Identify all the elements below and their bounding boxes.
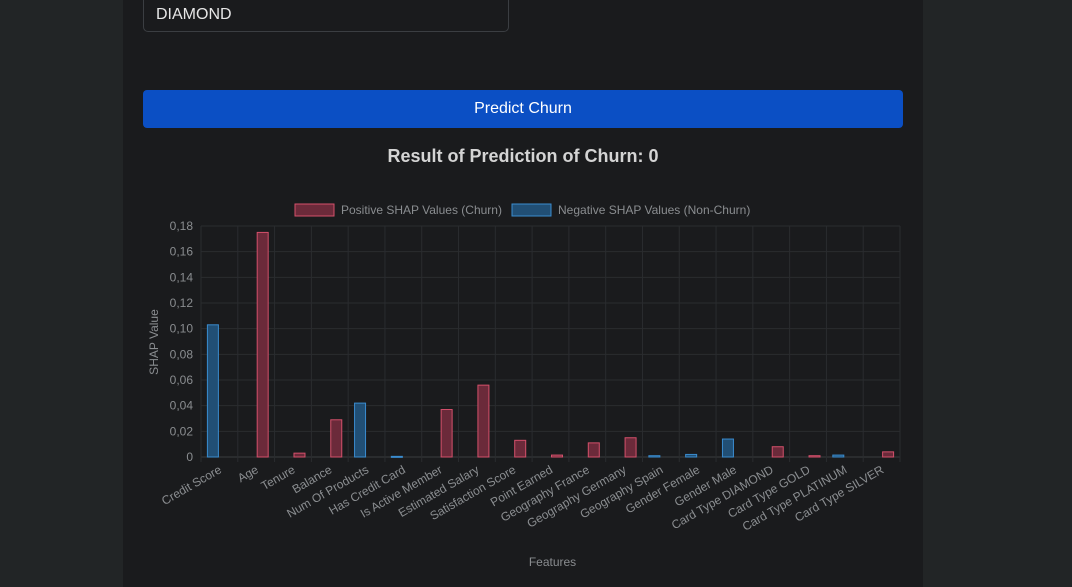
y-tick-label: 0,08	[170, 347, 194, 361]
y-tick-label: 0,06	[170, 373, 194, 387]
y-tick-label: 0	[186, 450, 193, 464]
y-tick-label: 0,02	[170, 424, 194, 438]
bar-negative	[206, 324, 219, 458]
y-tick-label: 0,14	[170, 270, 194, 284]
bar-positive	[771, 446, 784, 458]
shap-bar-chart: 0 0,02 0,04 0,06 0,08 0,10 0,12 0,14 0,16 0,18 Cre…	[147, 203, 901, 569]
bar-positive	[440, 409, 453, 458]
bar-negative	[390, 455, 403, 458]
bar-negative	[648, 455, 661, 458]
legend-swatch-negative	[511, 203, 552, 217]
legend-label-negative: Negative SHAP Values (Non-Churn)	[558, 203, 750, 217]
x-tick-label: Age	[235, 462, 261, 485]
y-tick-label: 0,16	[170, 245, 194, 259]
card-type-select-value: DIAMOND	[156, 6, 232, 23]
y-tick-label: 0,12	[170, 296, 194, 310]
y-tick-label: 0,10	[170, 322, 194, 336]
y-axis-title: SHAP Value	[147, 309, 161, 375]
y-tick-label: 0,04	[170, 399, 194, 413]
bar-positive	[477, 384, 490, 458]
bar-positive	[808, 455, 821, 458]
bar-positive	[256, 231, 269, 458]
legend-label-positive: Positive SHAP Values (Churn)	[341, 203, 502, 217]
bar-positive	[624, 437, 637, 458]
bar-positive	[882, 451, 895, 458]
bar-positive	[551, 454, 563, 458]
y-tick-label: 0,18	[170, 219, 194, 233]
x-tick-label: Credit Score	[159, 462, 224, 508]
prediction-result-title: Result of Prediction of Churn: 0	[387, 146, 659, 166]
bar-positive	[514, 439, 527, 458]
bar-positive	[587, 442, 600, 458]
x-axis-title: Features	[529, 555, 576, 569]
bar-positive	[330, 419, 343, 458]
legend-swatch-positive	[294, 203, 335, 217]
bar-negative	[832, 454, 845, 458]
bar-negative	[721, 438, 734, 458]
card-type-select[interactable]: DIAMOND	[143, 0, 509, 32]
bar-positive	[293, 452, 306, 458]
bar-negative	[354, 402, 367, 458]
predict-churn-button[interactable]: Predict Churn	[143, 90, 903, 128]
bar-negative	[685, 453, 698, 458]
